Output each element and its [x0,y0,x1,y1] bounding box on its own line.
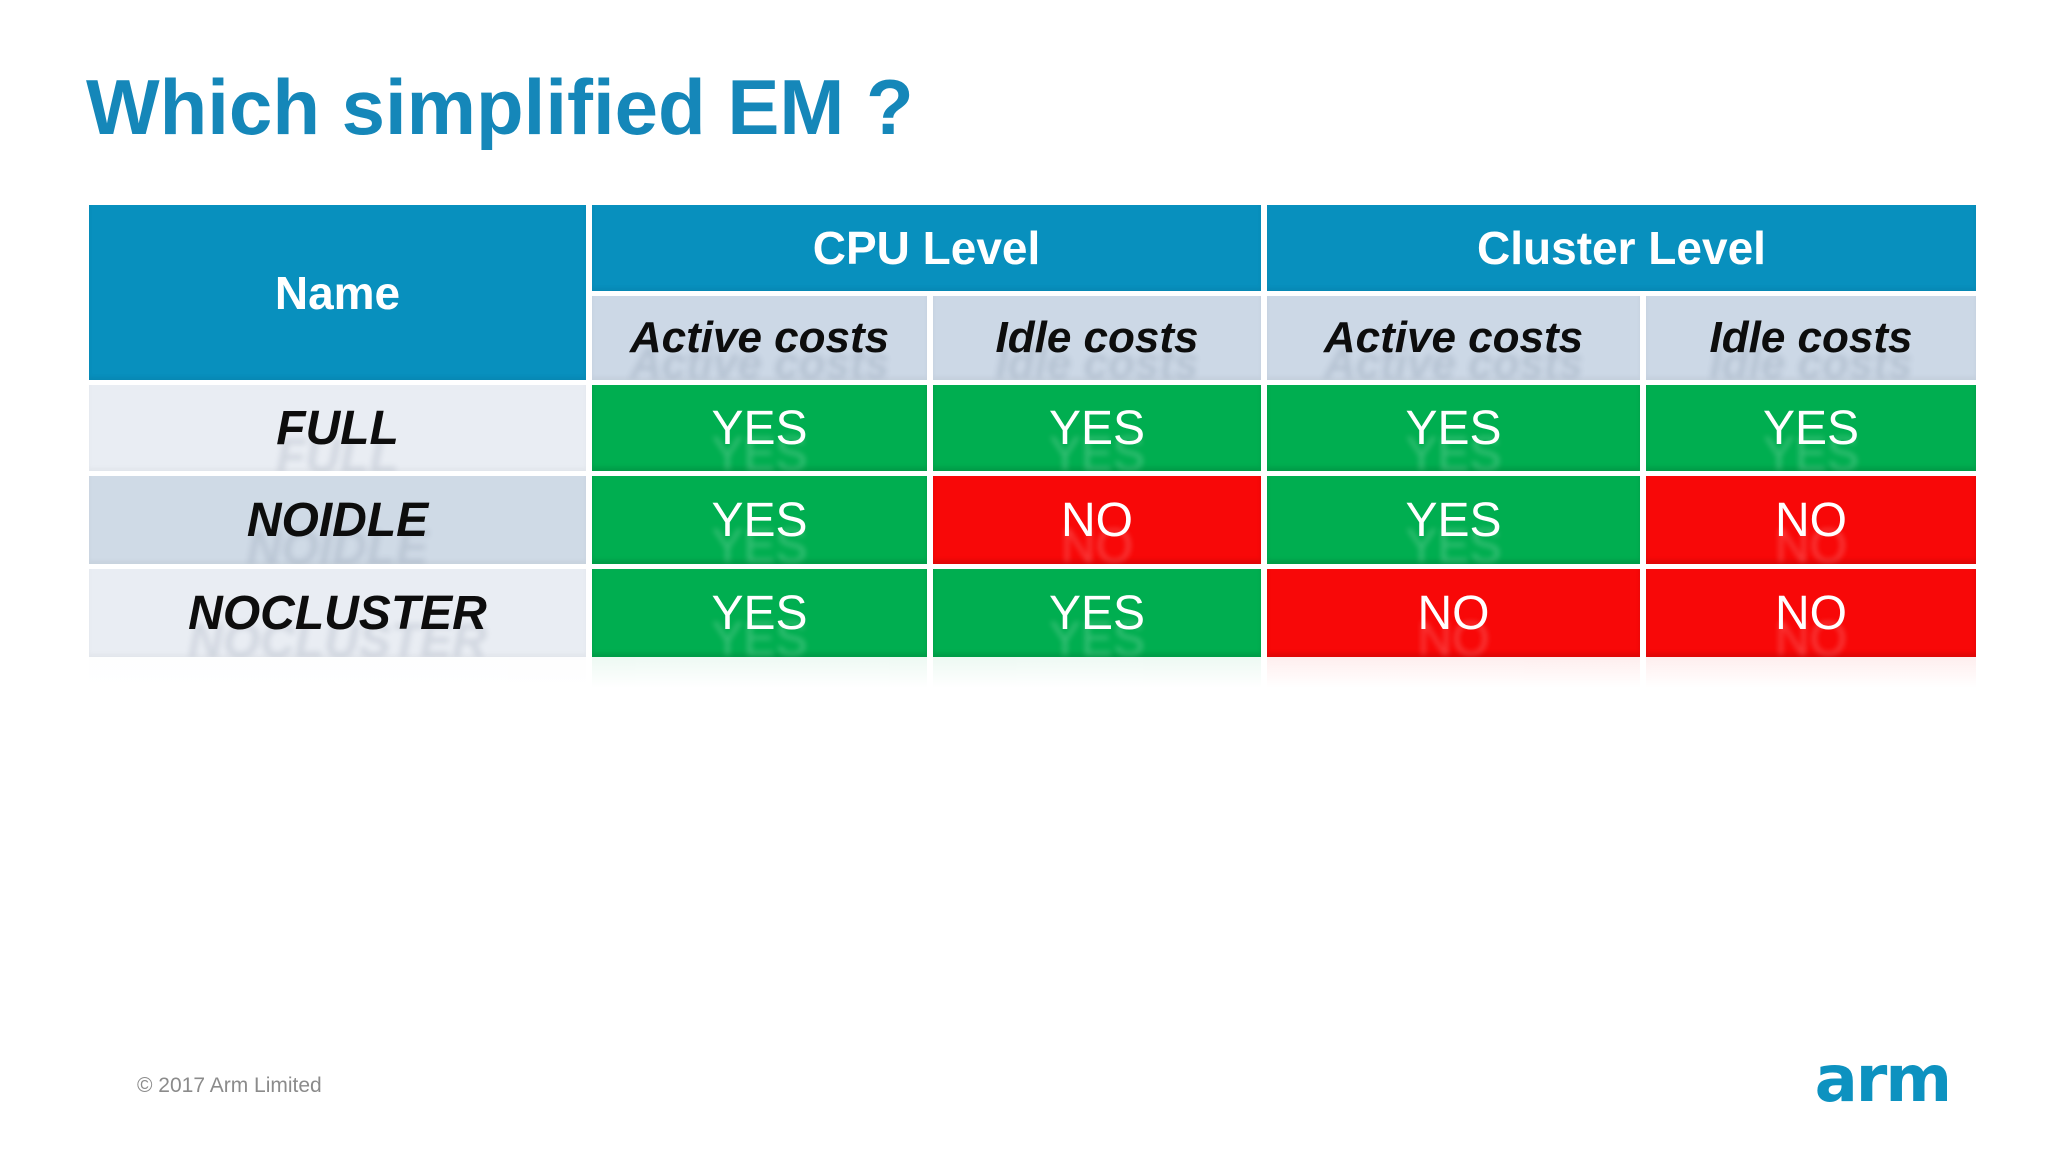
subheader-cluster-active-costs: Active costs [1267,296,1640,380]
table-header-cluster-level: Cluster Level [1267,205,1976,291]
cell-nocluster-cpu-idle: YES [933,569,1261,657]
arm-logo: arm [1814,1043,1952,1117]
em-comparison-table: Name CPU Level Cluster Level Active cost… [89,205,1976,657]
cell-full-cpu-active: YES [592,385,927,471]
table-reflection-fade [89,657,1976,693]
cell-nocluster-cpu-active: YES [592,569,927,657]
copyright-text: © 2017 Arm Limited [137,1074,322,1097]
cell-nocluster-cluster-active: NO [1267,569,1640,657]
table-header-cpu-level: CPU Level [592,205,1261,291]
subheader-cpu-active-costs: Active costs [592,296,927,380]
row-label-noidle: NOIDLE [89,476,586,564]
cell-noidle-cluster-active: YES [1267,476,1640,564]
cell-full-cluster-active: YES [1267,385,1640,471]
subheader-cluster-idle-costs: Idle costs [1646,296,1976,380]
table-header-name: Name [89,205,586,380]
row-label-nocluster: NOCLUSTER [89,569,586,657]
cell-full-cluster-idle: YES [1646,385,1976,471]
cell-noidle-cpu-active: YES [592,476,927,564]
cell-noidle-cpu-idle: NO [933,476,1261,564]
cell-full-cpu-idle: YES [933,385,1261,471]
cell-noidle-cluster-idle: NO [1646,476,1976,564]
cell-nocluster-cluster-idle: NO [1646,569,1976,657]
slide-title: Which simplified EM ? [86,63,914,151]
subheader-cpu-idle-costs: Idle costs [933,296,1261,380]
row-label-full: FULL [89,385,586,471]
